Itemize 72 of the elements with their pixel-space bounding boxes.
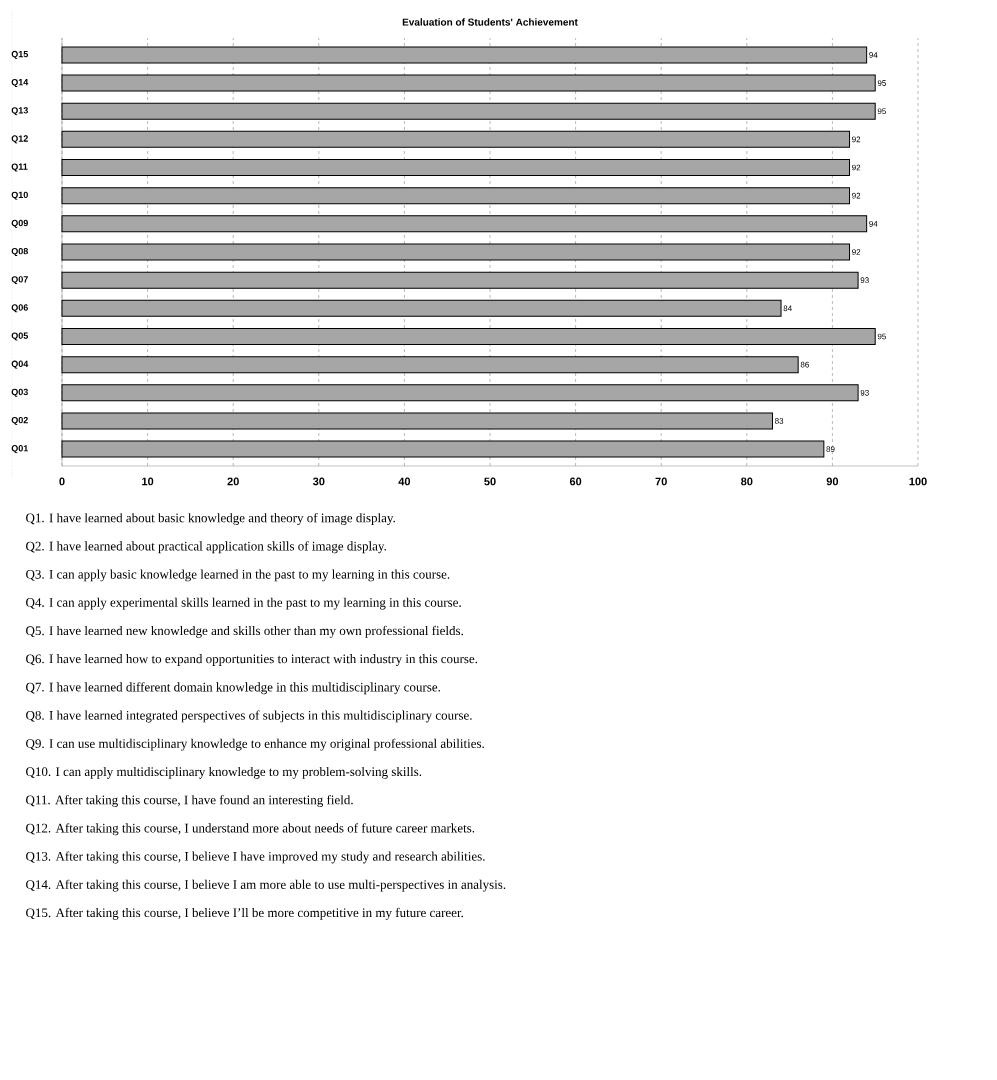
bar: [61, 74, 876, 92]
data-label: 93: [860, 389, 869, 396]
text: Q14. After taking this course, I believe I am more able to use multi-perspectives in analysis.: [26, 879, 506, 892]
text: Q11. After taking this course, I have found an interesting field.: [26, 795, 353, 807]
chart-title: Evaluation of Students' Achievement: [402, 18, 578, 26]
bar: [61, 187, 851, 205]
bar: [61, 102, 876, 120]
x-tick-label: 80: [741, 477, 753, 486]
data-label: 93: [860, 277, 869, 283]
x-tick-label: 10: [142, 477, 154, 486]
x-tick-label: 20: [227, 477, 239, 486]
text: Q4. I can apply experimental skills learned in the past to my learning in this course.: [26, 597, 461, 610]
text: Q6. I have learned how to expand opportunities to interact with industry in this course.: [26, 654, 478, 666]
y-tick-label: Q07: [11, 276, 28, 285]
data-label: 92: [852, 136, 861, 143]
bar: [61, 159, 851, 177]
data-label: 89: [826, 446, 835, 452]
bar: [61, 412, 773, 430]
x-tick-label: 90: [826, 477, 839, 486]
y-tick-label: Q11: [11, 163, 28, 172]
y-tick-label: Q09: [11, 219, 28, 228]
bar: [61, 130, 851, 148]
bar: [61, 299, 782, 317]
y-tick-label: Q15: [11, 50, 29, 59]
bar: [61, 384, 859, 402]
text: Q1. I have learned about basic knowledge and theory of image display.: [26, 513, 395, 525]
text: Q8. I have learned integrated perspectives of subjects in this multidisciplinary course.: [26, 710, 472, 723]
data-label: 94: [869, 221, 878, 227]
data-label: 95: [877, 333, 886, 340]
text: Q7. I have learned different domain knowledge in this multidisciplinary course.: [26, 682, 441, 695]
x-tick-label: 40: [398, 477, 411, 486]
bar: [61, 440, 825, 458]
bar: [61, 243, 851, 261]
bar: [61, 327, 876, 345]
x-tick-label: 70: [655, 477, 667, 486]
text: Q13. After taking this course, I believe I have improved my study and research abilities.: [26, 851, 485, 864]
y-tick-label: Q12: [11, 135, 28, 144]
bar: [61, 271, 859, 289]
y-tick-label: Q01: [11, 445, 29, 454]
text: Q9. I can use multidisciplinary knowledge to enhance my original professional abilities.: [26, 738, 484, 751]
text: Q5. I have learned new knowledge and skills other than my own professional fields.: [26, 625, 463, 638]
bar: [61, 215, 868, 233]
x-tick-label: 50: [484, 477, 496, 486]
x-tick-label: 30: [312, 477, 325, 486]
data-label: 94: [869, 52, 878, 58]
x-tick-label: 0: [59, 477, 65, 486]
text: Q15. After taking this course, I believe I’ll be more competitive in my future career.: [26, 907, 463, 920]
y-tick-label: Q03: [11, 388, 28, 397]
data-label: 84: [783, 305, 792, 312]
data-label: 92: [852, 164, 861, 171]
y-tick-label: Q13: [11, 107, 28, 116]
text: Q3. I can apply basic knowledge learned in the past to my learning in this course.: [26, 569, 450, 582]
y-tick-label: Q10: [11, 191, 28, 200]
data-label: 95: [877, 108, 886, 115]
data-label: 86: [800, 361, 809, 368]
y-tick-label: Q05: [11, 332, 29, 341]
bar: [61, 46, 868, 64]
data-label: 83: [775, 418, 784, 424]
data-label: 95: [877, 80, 886, 86]
y-tick-label: Q14: [11, 79, 29, 88]
x-tick-label: 60: [569, 477, 582, 486]
y-tick-label: Q08: [11, 247, 29, 257]
bar: [61, 356, 799, 374]
text: Q2. I have learned about practical application skills of image display.: [26, 541, 386, 554]
x-tick-label: 100: [909, 477, 927, 486]
text: Q12. After taking this course, I understand more about needs of future career markets.: [26, 823, 475, 836]
y-tick-label: Q04: [11, 360, 29, 369]
y-tick-label: Q02: [11, 416, 28, 425]
y-tick-label: Q06: [11, 304, 28, 313]
text: Q10. I can apply multidisciplinary knowledge to my problem-solving skills.: [26, 766, 422, 779]
data-label: 92: [852, 192, 861, 199]
data-label: 92: [852, 249, 861, 255]
